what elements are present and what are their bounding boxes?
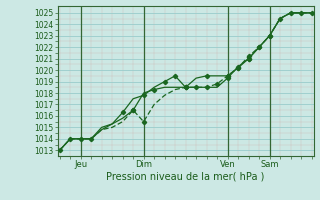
X-axis label: Pression niveau de la mer( hPa ): Pression niveau de la mer( hPa ) [107, 172, 265, 182]
